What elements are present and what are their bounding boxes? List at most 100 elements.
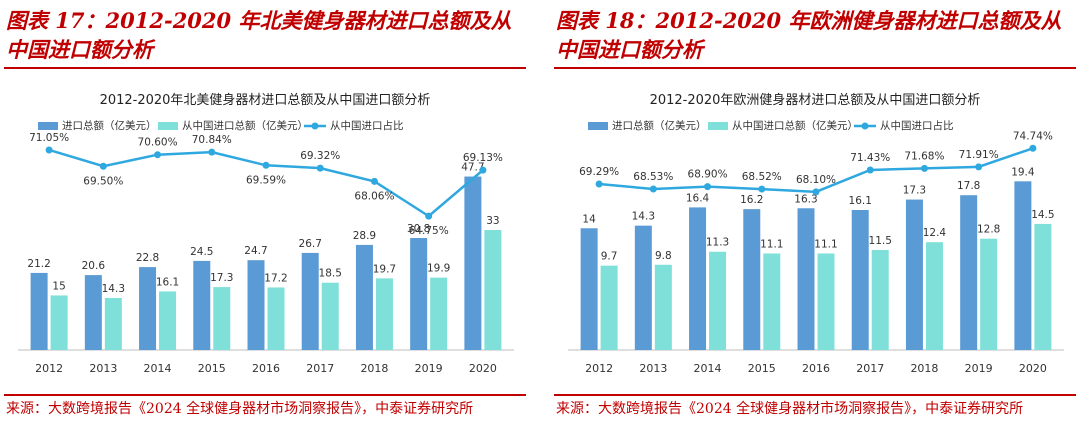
bar-data-label: 18.5 bbox=[319, 268, 342, 280]
bar-total-import bbox=[193, 260, 211, 350]
title-divider bbox=[554, 67, 1076, 69]
bar-data-label: 11.1 bbox=[814, 238, 837, 250]
bar-data-label: 22.8 bbox=[136, 252, 159, 264]
legend-swatch bbox=[38, 122, 58, 130]
chart-title: 2012-2020年欧洲健身器材进口总额及从中国进口额分析 bbox=[650, 92, 981, 108]
source-divider bbox=[4, 394, 526, 396]
share-point bbox=[866, 166, 874, 174]
legend-marker bbox=[861, 122, 869, 130]
share-point bbox=[479, 166, 487, 174]
bar-total-import bbox=[410, 238, 428, 350]
share-data-label: 68.90% bbox=[688, 169, 728, 181]
bar-total-import bbox=[743, 209, 761, 350]
bar-data-label: 11.1 bbox=[760, 238, 783, 250]
x-tick-label: 2018 bbox=[360, 362, 388, 375]
x-tick-label: 2020 bbox=[1019, 362, 1047, 375]
figure-title: 图表 18：2012-2020 年欧洲健身器材进口总额及从中国进口额分析 bbox=[556, 8, 1062, 62]
bar-data-label: 16.3 bbox=[794, 193, 817, 205]
x-tick-label: 2016 bbox=[252, 362, 280, 375]
bar-data-label: 14 bbox=[582, 213, 596, 225]
share-data-label: 71.68% bbox=[904, 150, 944, 162]
share-data-label: 68.10% bbox=[796, 174, 836, 186]
bar-data-label: 9.7 bbox=[601, 251, 618, 263]
share-data-label: 68.53% bbox=[633, 171, 673, 183]
share-data-label: 71.43% bbox=[850, 152, 890, 164]
bar-data-label: 17.8 bbox=[957, 180, 980, 192]
bar-data-label: 17.3 bbox=[903, 185, 926, 197]
bar-data-label: 21.2 bbox=[27, 258, 50, 270]
share-point bbox=[99, 162, 107, 170]
bar-total-import bbox=[84, 275, 102, 350]
x-tick-label: 2013 bbox=[639, 362, 667, 375]
x-tick-label: 2013 bbox=[89, 362, 117, 375]
legend-label: 从中国进口总额（亿美元） bbox=[732, 119, 858, 132]
source-note: 来源：大数跨境报告《2024 全球健身器材市场洞察报告》，中泰证券研究所 bbox=[6, 401, 474, 417]
share-point bbox=[649, 185, 657, 193]
bar-total-import bbox=[905, 199, 923, 350]
source-divider bbox=[554, 394, 1076, 396]
bar-data-label: 16.4 bbox=[686, 192, 710, 204]
bar-china-import bbox=[1034, 223, 1052, 350]
share-data-label: 71.05% bbox=[29, 132, 69, 144]
share-data-label: 64.75% bbox=[409, 225, 449, 237]
x-tick-label: 2014 bbox=[144, 362, 172, 375]
bar-total-import bbox=[580, 228, 598, 350]
x-tick-label: 2014 bbox=[694, 362, 722, 375]
figure-18-panel: 图表 18：2012-2020 年欧洲健身器材进口总额及从中国进口额分析 201… bbox=[550, 0, 1080, 444]
share-point bbox=[704, 183, 712, 191]
share-point bbox=[595, 180, 603, 188]
bar-data-label: 19.7 bbox=[373, 263, 396, 275]
bar-china-import bbox=[159, 291, 177, 350]
source-note: 来源：大数跨境报告《2024 全球健身器材市场洞察报告》，中泰证券研究所 bbox=[556, 401, 1024, 417]
bar-china-import bbox=[267, 287, 285, 350]
bar-china-import bbox=[763, 253, 781, 350]
x-tick-label: 2018 bbox=[910, 362, 938, 375]
share-point bbox=[154, 151, 162, 159]
bar-data-label: 9.8 bbox=[655, 250, 672, 262]
bar-total-import bbox=[355, 244, 373, 350]
legend-marker bbox=[311, 122, 319, 130]
bar-china-import bbox=[925, 242, 943, 350]
bar-total-import bbox=[851, 210, 869, 350]
bar-data-label: 14.3 bbox=[102, 283, 125, 295]
x-tick-label: 2012 bbox=[35, 362, 63, 375]
bar-data-label: 14.5 bbox=[1031, 209, 1054, 221]
share-data-label: 69.59% bbox=[246, 174, 286, 186]
bar-data-label: 12.4 bbox=[923, 227, 947, 239]
bar-data-label: 20.6 bbox=[82, 260, 106, 272]
share-point bbox=[758, 185, 766, 193]
bar-total-import bbox=[301, 252, 319, 350]
bar-data-label: 47.7 bbox=[461, 162, 484, 174]
bar-total-import bbox=[30, 272, 48, 350]
x-tick-label: 2012 bbox=[585, 362, 613, 375]
bar-data-label: 28.9 bbox=[353, 230, 376, 242]
share-point bbox=[370, 177, 378, 185]
bar-total-import bbox=[247, 260, 265, 350]
legend-swatch bbox=[708, 122, 728, 130]
title-divider bbox=[4, 67, 526, 69]
share-data-label: 70.84% bbox=[192, 134, 232, 146]
legend-label: 从中国进口占比 bbox=[880, 119, 954, 132]
bar-china-import bbox=[50, 295, 68, 350]
bar-total-import bbox=[689, 207, 707, 350]
share-data-label: 69.32% bbox=[300, 150, 340, 162]
legend-label: 从中国进口总额（亿美元） bbox=[182, 119, 308, 132]
bar-china-import bbox=[104, 298, 122, 350]
bar-data-label: 26.7 bbox=[299, 238, 322, 250]
figure-title: 图表 17：2012-2020 年北美健身器材进口总额及从中国进口额分析 bbox=[6, 8, 512, 62]
bar-data-label: 17.2 bbox=[264, 272, 287, 284]
bar-data-label: 16.1 bbox=[156, 276, 179, 288]
x-tick-label: 2015 bbox=[748, 362, 776, 375]
bar-data-label: 19.9 bbox=[427, 263, 450, 275]
share-point bbox=[920, 164, 928, 172]
bar-total-import bbox=[797, 208, 815, 350]
bar-data-label: 24.5 bbox=[190, 246, 213, 258]
legend-label: 从中国进口占比 bbox=[330, 119, 404, 132]
bar-data-label: 30.8 bbox=[407, 223, 430, 235]
x-tick-label: 2016 bbox=[802, 362, 830, 375]
legend-swatch bbox=[158, 122, 178, 130]
bar-data-label: 19.4 bbox=[1011, 166, 1035, 178]
bar-data-label: 12.8 bbox=[977, 224, 1000, 236]
share-data-label: 69.29% bbox=[579, 166, 619, 178]
